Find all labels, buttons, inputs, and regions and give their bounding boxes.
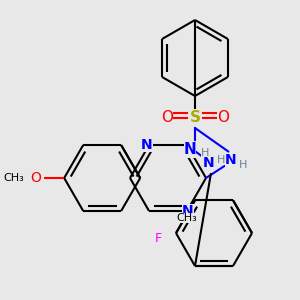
Text: O: O xyxy=(161,110,173,125)
Text: CH₃: CH₃ xyxy=(177,213,197,223)
Text: S: S xyxy=(190,110,200,125)
Text: N: N xyxy=(141,138,153,152)
Text: H: H xyxy=(201,148,209,158)
Text: N: N xyxy=(182,204,194,218)
Text: H: H xyxy=(239,160,247,170)
Text: CH₃: CH₃ xyxy=(4,173,25,183)
Text: H: H xyxy=(217,155,225,165)
Text: O: O xyxy=(31,171,42,185)
Text: N: N xyxy=(225,153,237,167)
Text: O: O xyxy=(217,110,229,125)
Text: F: F xyxy=(154,232,162,244)
Text: N: N xyxy=(203,156,215,170)
Text: N: N xyxy=(184,142,196,158)
